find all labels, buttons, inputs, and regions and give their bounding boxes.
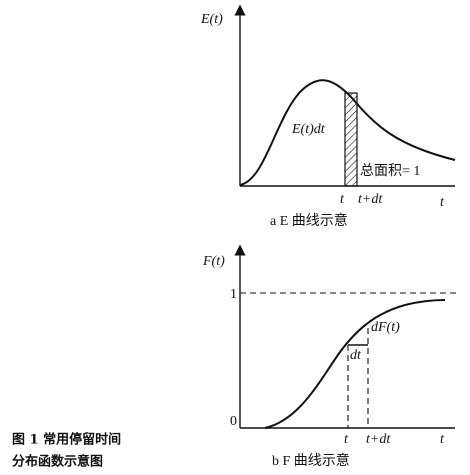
f-curve xyxy=(264,299,446,429)
t-label: t xyxy=(344,432,349,447)
t-label: t xyxy=(340,192,345,207)
y-label: F(t) xyxy=(202,254,225,269)
zero-label: 0 xyxy=(230,414,237,429)
caption: a E 曲线示意 xyxy=(270,212,348,229)
x-label: t xyxy=(440,195,445,210)
y-label: E(t) xyxy=(200,12,223,27)
x-label: t xyxy=(440,432,445,447)
area-label: E(t)dt xyxy=(291,122,326,137)
dt-label: dt xyxy=(350,348,362,363)
one-label: 1 xyxy=(230,287,237,302)
caption: b F 曲线示意 xyxy=(272,452,350,469)
e-curve xyxy=(239,79,456,186)
t-dt-label: t+dt xyxy=(358,192,383,207)
df-label: dF(t) xyxy=(371,320,400,335)
area-strip xyxy=(344,92,358,187)
t-dt-label: t+dt xyxy=(366,432,391,447)
total-area-label: 总面积= 1 xyxy=(360,163,420,179)
plot-b: F(t) 1 dF(t) dt 0 t t+dt t b F 曲线示意 xyxy=(202,244,458,469)
figure-caption: 图 1 常用停留时间 xyxy=(12,432,121,448)
figure-caption: 分布函数示意图 xyxy=(12,454,103,470)
plot-a: E(t) E(t)dt 总面积= 1 t t+dt t a E 曲线示意 xyxy=(200,4,456,229)
